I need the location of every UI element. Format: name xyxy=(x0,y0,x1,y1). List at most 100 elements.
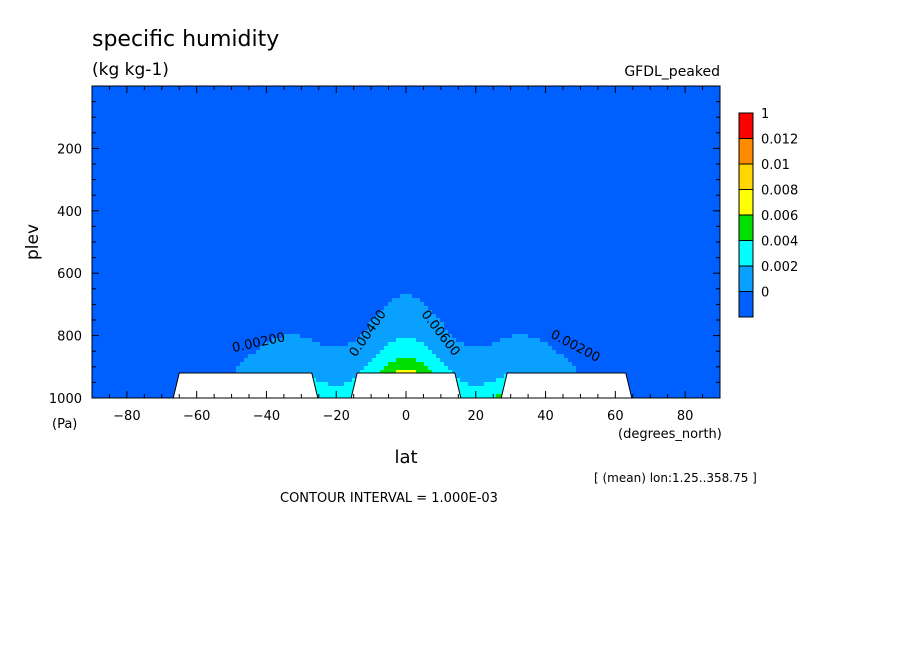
field-cell xyxy=(188,298,193,303)
field-cell xyxy=(188,102,193,107)
field-cell xyxy=(192,106,197,111)
field-cell xyxy=(112,158,117,163)
field-cell xyxy=(144,90,149,95)
field-cell xyxy=(236,198,241,203)
field-cell xyxy=(260,138,265,143)
field-cell xyxy=(216,358,221,363)
field-cell xyxy=(216,122,221,127)
field-cell xyxy=(256,210,261,215)
field-cell xyxy=(204,170,209,175)
field-cell xyxy=(328,270,333,275)
field-cell xyxy=(180,286,185,291)
field-cell xyxy=(340,318,345,323)
field-cell xyxy=(260,350,265,355)
field-cell xyxy=(268,186,273,191)
field-cell xyxy=(148,294,153,299)
field-cell xyxy=(92,382,97,387)
field-cell xyxy=(208,222,213,227)
field-cell xyxy=(172,242,177,247)
field-cell xyxy=(128,302,133,307)
field-cell xyxy=(332,206,337,211)
field-cell xyxy=(108,186,113,191)
field-cell xyxy=(224,110,229,115)
field-cell xyxy=(148,274,153,279)
field-cell xyxy=(220,370,225,375)
field-cell xyxy=(148,302,153,307)
field-cell xyxy=(316,86,321,91)
field-cell xyxy=(224,354,229,359)
field-cell xyxy=(280,198,285,203)
field-cell xyxy=(324,90,329,95)
field-cell xyxy=(148,194,153,199)
field-cell xyxy=(108,210,113,215)
field-cell xyxy=(264,342,269,347)
field-cell xyxy=(260,294,265,299)
field-cell xyxy=(196,246,201,251)
field-cell xyxy=(264,230,269,235)
field-cell xyxy=(184,318,189,323)
field-cell xyxy=(192,274,197,279)
field-cell xyxy=(180,146,185,151)
field-cell xyxy=(156,142,161,147)
field-cell xyxy=(336,266,341,271)
field-cell xyxy=(224,182,229,187)
field-cell xyxy=(92,150,97,155)
field-cell xyxy=(292,350,297,355)
field-cell xyxy=(176,86,181,91)
field-cell xyxy=(140,262,145,267)
field-cell xyxy=(104,258,109,263)
field-cell xyxy=(300,210,305,215)
field-cell xyxy=(304,98,309,103)
field-cell xyxy=(140,254,145,259)
field-cell xyxy=(276,154,281,159)
field-cell xyxy=(312,374,317,379)
field-cell xyxy=(160,98,165,103)
field-cell xyxy=(136,274,141,279)
field-cell xyxy=(300,118,305,123)
field-cell xyxy=(268,314,273,319)
field-cell xyxy=(316,106,321,111)
field-cell xyxy=(148,178,153,183)
field-cell xyxy=(320,126,325,131)
field-cell xyxy=(308,230,313,235)
field-cell xyxy=(216,178,221,183)
field-cell xyxy=(332,350,337,355)
field-cell xyxy=(96,182,101,187)
field-cell xyxy=(104,170,109,175)
field-cell xyxy=(248,222,253,227)
field-cell xyxy=(336,270,341,275)
field-cell xyxy=(312,350,317,355)
field-cell xyxy=(176,214,181,219)
field-cell xyxy=(200,146,205,151)
field-cell xyxy=(160,242,165,247)
field-cell xyxy=(116,374,121,379)
field-cell xyxy=(340,142,345,147)
field-cell xyxy=(172,386,177,391)
field-cell xyxy=(204,154,209,159)
field-cell xyxy=(252,242,257,247)
field-cell xyxy=(96,150,101,155)
field-cell xyxy=(92,130,97,135)
field-cell xyxy=(316,350,321,355)
field-cell xyxy=(184,154,189,159)
field-cell xyxy=(196,330,201,335)
field-cell xyxy=(244,206,249,211)
field-cell xyxy=(260,122,265,127)
field-cell xyxy=(228,214,233,219)
field-cell xyxy=(108,310,113,315)
field-cell xyxy=(240,310,245,315)
field-cell xyxy=(132,382,137,387)
field-cell xyxy=(244,270,249,275)
field-cell xyxy=(96,382,101,387)
field-cell xyxy=(284,270,289,275)
field-cell xyxy=(284,178,289,183)
field-cell xyxy=(336,102,341,107)
field-cell xyxy=(308,94,313,99)
field-cell xyxy=(132,358,137,363)
field-cell xyxy=(176,350,181,355)
field-cell xyxy=(100,178,105,183)
field-cell xyxy=(276,258,281,263)
field-cell xyxy=(312,154,317,159)
field-cell xyxy=(192,230,197,235)
field-cell xyxy=(240,254,245,259)
